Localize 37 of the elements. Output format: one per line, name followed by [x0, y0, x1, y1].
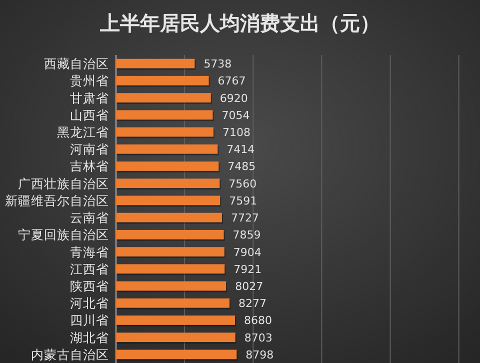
y-tick-label: 贵州省: [70, 73, 109, 88]
y-tick-label: 新疆维吾尔自治区: [5, 192, 109, 208]
data-label: 7054: [222, 108, 250, 122]
data-label: 7414: [226, 143, 255, 156]
data-label: 6767: [218, 74, 246, 88]
y-tick-label: 云南省: [70, 210, 109, 226]
data-label: 8703: [244, 331, 272, 344]
data-label: 7108: [222, 126, 250, 139]
data-label: 7904: [233, 246, 262, 259]
y-tick-label: 河南省: [70, 142, 109, 157]
y-tick-label: 内蒙古自治区: [31, 346, 109, 362]
y-tick-label: 西藏自治区: [44, 56, 109, 72]
y-tick-label: 宁夏回族自治区: [18, 227, 109, 242]
y-tick-label: 河北省: [70, 296, 109, 311]
y-tick-label: 四川省: [70, 312, 109, 328]
data-label: 7859: [232, 228, 261, 242]
y-tick-label: 湖北省: [70, 330, 109, 345]
title: 上半年居民人均消费支出（元）: [100, 11, 380, 35]
data-label: 5738: [204, 58, 232, 71]
data-label: 8680: [244, 314, 272, 328]
data-label: 7560: [228, 177, 257, 190]
y-tick-label: 甘肃省: [70, 90, 109, 106]
data-label: 8027: [235, 280, 264, 293]
data-label: 8277: [238, 297, 267, 310]
y-tick-label: 山西省: [70, 107, 109, 122]
y-tick-label: 青海省: [70, 244, 109, 260]
data-label: 7591: [229, 194, 258, 208]
data-label: 8798: [246, 348, 274, 362]
y-tick-label: 吉林省: [70, 158, 109, 174]
y-tick-label: 黑龙江省: [57, 124, 109, 140]
y-tick-label: 陕西省: [70, 278, 109, 294]
data-label: 6920: [220, 92, 248, 105]
y-tick-label: 江西省: [70, 261, 109, 276]
data-label: 7921: [234, 262, 262, 276]
data-label: 7485: [228, 160, 256, 174]
y-tick-label: 广西壮族自治区: [18, 176, 109, 191]
data-label: 7727: [230, 212, 259, 225]
